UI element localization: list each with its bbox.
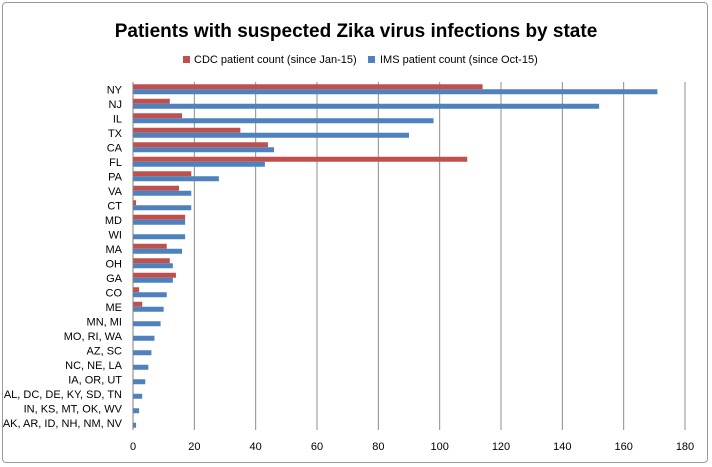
category-label: AL, DC, DE, KY, SD, TN (4, 389, 122, 401)
category-label: MA (106, 244, 123, 256)
ims-bar (133, 277, 173, 283)
cdc-bar (133, 200, 137, 206)
cdc-bar (133, 142, 268, 148)
legend-swatch-cdc (183, 56, 190, 63)
category-label: IN, KS, MT, OK, WV (24, 403, 123, 415)
legend-label-ims: IMS patient count (since Oct-15) (380, 54, 538, 66)
cdc-bar (133, 127, 241, 133)
chart-frame (2, 2, 708, 463)
legend-swatch-ims (368, 56, 375, 63)
cdc-bar (133, 287, 140, 293)
ims-bar (133, 364, 149, 370)
ims-bar (133, 321, 161, 327)
cdc-bar (133, 243, 167, 249)
category-label: AZ, SC (87, 345, 123, 357)
ims-bar (133, 335, 155, 341)
category-label: AK, AR, ID, NH, NM, NV (3, 418, 123, 430)
legend: CDC patient count (since Jan-15) IMS pat… (183, 54, 538, 66)
ims-bar (133, 205, 192, 211)
category-label: PA (108, 171, 123, 183)
ims-bar (133, 248, 183, 254)
x-tick-label: 0 (130, 441, 136, 453)
ims-bar (133, 263, 173, 269)
x-tick-label: 80 (372, 441, 384, 453)
ims-bar (133, 190, 192, 196)
category-label: IL (113, 113, 122, 125)
x-tick-label: 60 (311, 441, 323, 453)
cdc-bar (133, 185, 179, 191)
x-tick-label: 120 (492, 441, 510, 453)
category-label: NC, NE, LA (65, 360, 123, 372)
ims-bar (133, 393, 143, 399)
bars (133, 84, 658, 428)
x-tick-labels: 0 20 40 60 80 100 120 140 160 180 (130, 441, 694, 453)
category-label: NY (107, 84, 123, 96)
cdc-bar (133, 113, 183, 119)
x-tick-label: 100 (430, 441, 448, 453)
category-label: VA (108, 186, 123, 198)
ims-bar (133, 350, 152, 356)
ims-bar (133, 292, 167, 298)
category-label: FL (109, 157, 122, 169)
x-tick-label: 140 (553, 441, 571, 453)
cdc-bar (133, 156, 468, 162)
category-label: OH (106, 258, 123, 270)
category-label: MO, RI, WA (64, 331, 123, 343)
cdc-bar (133, 84, 483, 90)
category-label: NJ (109, 99, 122, 111)
ims-bar (133, 219, 186, 225)
x-tick-label: 20 (188, 441, 200, 453)
ims-bar (133, 234, 186, 240)
ims-bar (133, 408, 140, 414)
cdc-bar (133, 98, 170, 104)
ims-bar (133, 147, 275, 153)
category-label: GA (106, 273, 123, 285)
category-label: CO (106, 287, 123, 299)
ims-bar (133, 176, 219, 182)
cdc-bar (133, 272, 176, 278)
ims-bar (133, 306, 164, 312)
cdc-bar (133, 258, 170, 264)
category-label: CA (107, 142, 123, 154)
ims-bar (133, 422, 137, 428)
category-label: ME (106, 302, 123, 314)
ims-bar (133, 118, 434, 124)
category-label: MD (105, 215, 122, 227)
ims-bar (133, 132, 409, 138)
legend-label-cdc: CDC patient count (since Jan-15) (194, 54, 357, 66)
category-labels: NY NJ IL TX CA FL PA VA CT MD WI MA OH GA CO ME MN, MI MO… (3, 84, 123, 430)
ims-bar (133, 379, 146, 385)
cdc-bar (133, 301, 143, 307)
ims-bar (133, 89, 658, 95)
category-label: IA, OR, UT (68, 374, 122, 386)
cdc-bar (133, 171, 192, 177)
category-label: CT (107, 200, 122, 212)
x-tick-label: 40 (250, 441, 262, 453)
ims-bar (133, 103, 600, 109)
ims-bar (133, 161, 265, 167)
category-label: TX (108, 128, 123, 140)
chart-title: Patients with suspected Zika virus infec… (115, 21, 598, 42)
cdc-bar (133, 214, 186, 220)
gridlines (193, 82, 686, 430)
category-label: MN, MI (87, 316, 122, 328)
category-label: WI (109, 229, 122, 241)
x-tick-label: 180 (676, 441, 694, 453)
x-tick-label: 160 (614, 441, 632, 453)
